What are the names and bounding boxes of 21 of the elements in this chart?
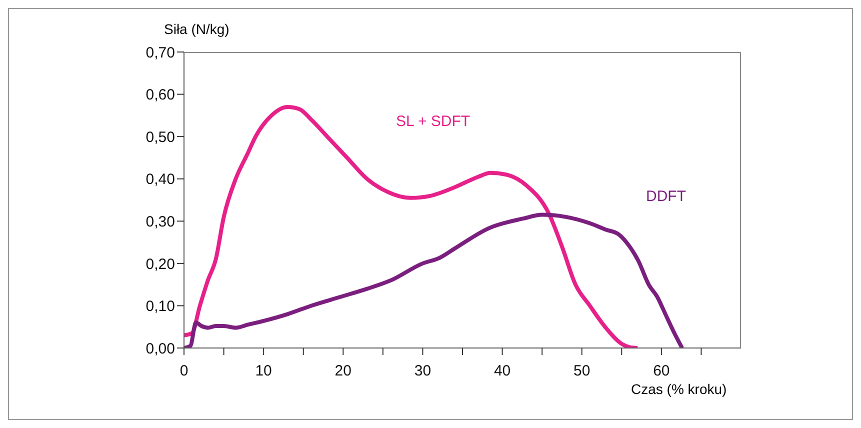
x-tick-label: 50 (574, 362, 590, 380)
y-tick-label: 0,20 (146, 256, 175, 273)
y-tick-label: 0,10 (146, 298, 175, 316)
y-tick-label: 0,40 (146, 171, 175, 188)
x-tick-label: 0 (180, 362, 188, 380)
line-series (184, 212, 684, 348)
y-axis-title: Siła (N/kg) (164, 21, 230, 37)
x-tick-label: 60 (653, 362, 670, 380)
x-tick-label: 40 (494, 362, 511, 380)
x-tick-label: 30 (414, 362, 432, 380)
y-tick-label: 0,50 (146, 128, 175, 146)
line-series (184, 104, 640, 348)
text: SL + SDFT (396, 113, 470, 130)
y-tick-label: 0,00 (146, 340, 175, 358)
y-tick-label: 0,60 (146, 86, 175, 104)
x-axis-title: Czas (% kroku) (631, 381, 727, 397)
text: DDFT (646, 188, 686, 205)
y-tick-label: 0,70 (146, 44, 175, 62)
x-tick-label: 10 (255, 362, 272, 380)
x-tick-label: 20 (334, 362, 352, 380)
y-tick-label: 0,30 (146, 213, 175, 230)
